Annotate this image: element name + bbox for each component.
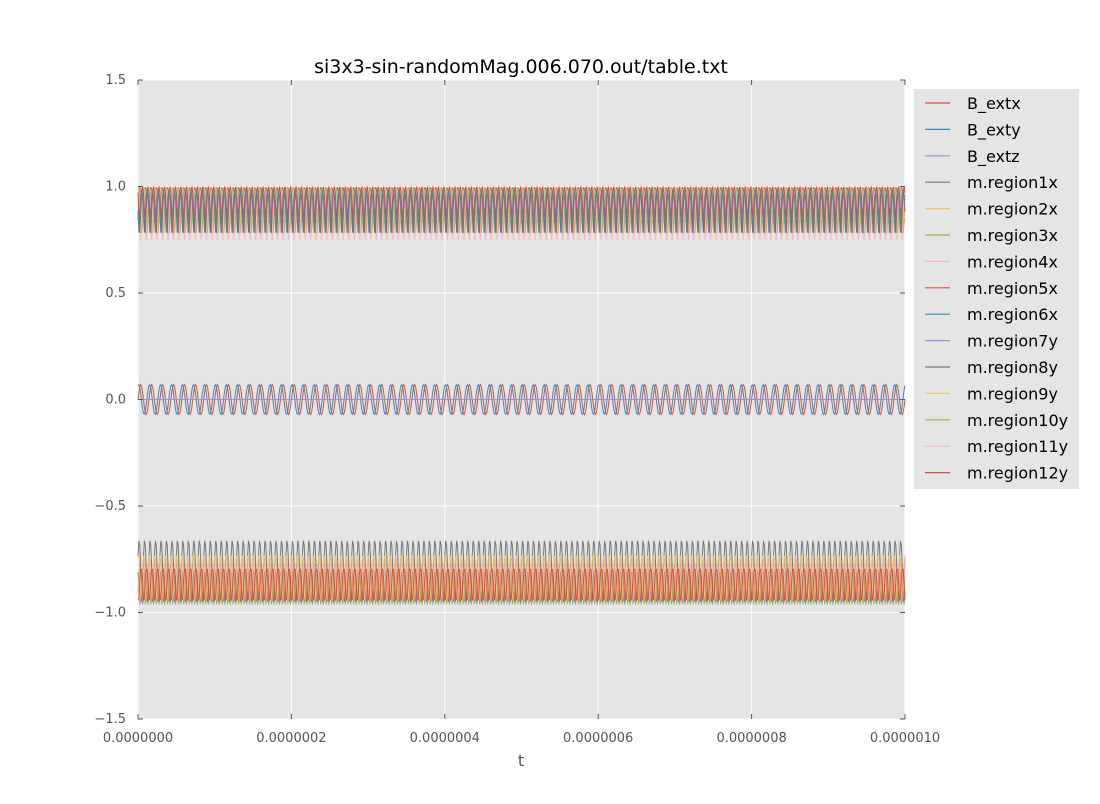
series-line-m-region11y [137,563,906,601]
y-tick-label: 1.5 [105,73,126,88]
x-tick-label: 0.0000006 [563,731,633,746]
legend: B_extx B_exty B_extz m.region1x m.region2x m.… [914,89,1079,489]
y-tick-label: −0.5 [94,499,126,514]
legend-label: m.region3x [967,226,1058,245]
series-line-b-exty [137,383,906,416]
legend-label: m.region7y [967,332,1058,351]
series-line-m-region12y [137,568,906,602]
legend-label: B_extx [967,94,1021,114]
x-tick-label: 0.0000010 [870,731,940,746]
legend-label: m.region6x [967,305,1058,324]
legend-label: m.region8y [967,358,1058,377]
x-tick-label: 0.0000002 [256,731,326,746]
y-tick-label: 0.0 [105,393,126,408]
legend-label: B_extz [967,147,1020,167]
series-layer [137,186,906,605]
y-tick-label: 0.5 [105,286,126,301]
x-tick-label: 0.0000008 [716,731,786,746]
series-line-m-region6x [137,190,906,233]
x-tick-label: 0.0000004 [410,731,480,746]
legend-label: m.region12y [967,464,1068,483]
x-axis-label: t [518,751,524,770]
legend-label: m.region11y [967,437,1068,456]
y-tick-label: −1.0 [94,606,126,621]
legend-label: m.region1x [967,173,1058,192]
legend-label: m.region9y [967,384,1058,403]
y-tick-label: 1.0 [105,180,126,195]
x-tick-label: 0.0000000 [103,731,173,746]
legend-label: m.region4x [967,252,1058,271]
legend-label: m.region10y [967,411,1068,430]
legend-label: m.region5x [967,279,1058,298]
y-tick-label: −1.5 [94,712,126,727]
legend-label: B_exty [967,120,1021,140]
chart-title: si3x3-sin-randomMag.006.070.out/table.tx… [314,56,728,78]
axes: 0.0000000 0.0000002 0.0000004 0.0000006 0.00… [94,73,940,746]
legend-label: m.region2x [967,200,1058,219]
